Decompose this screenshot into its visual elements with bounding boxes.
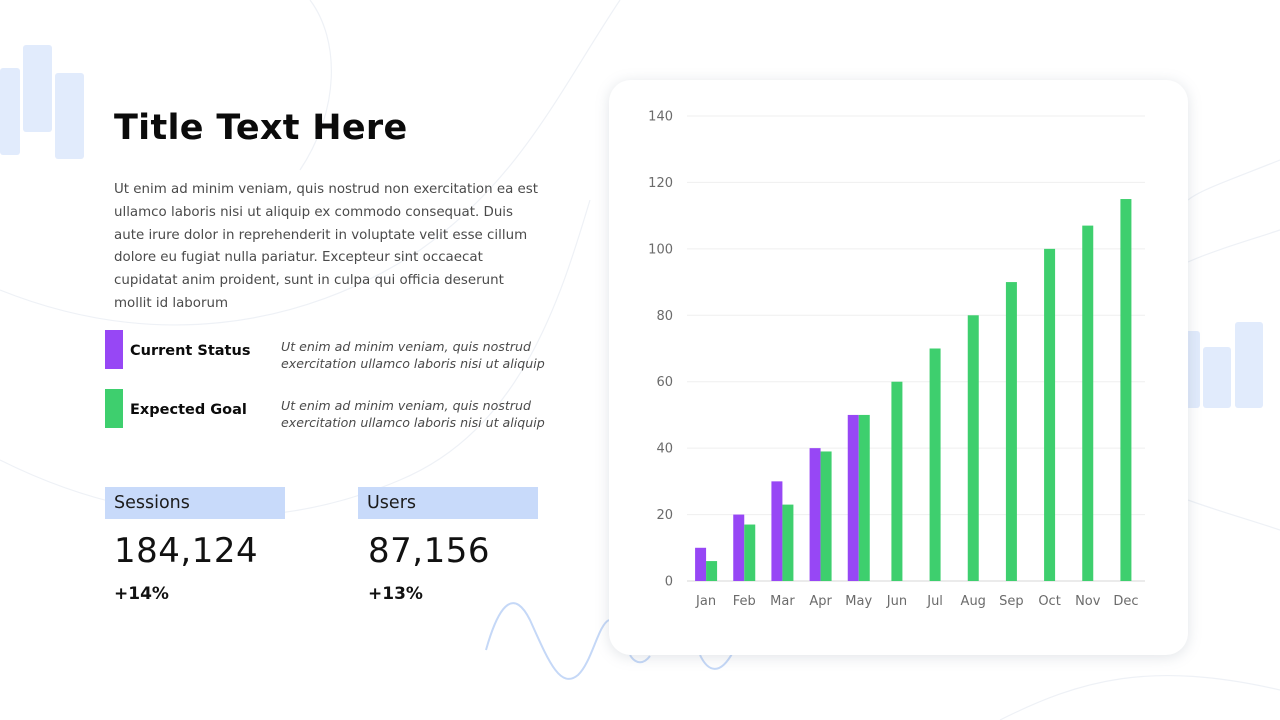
legend-description-expected-goal: Ut enim ad minim veniam, quis nostrud ex… — [281, 398, 545, 430]
x-tick-label: Dec — [1113, 594, 1138, 609]
y-tick-label: 120 — [648, 176, 673, 191]
decor-block — [1235, 322, 1263, 408]
sessions-label: Sessions — [105, 487, 285, 519]
bar-chart: 0 20 40 60 80 100 120 140 Jan Feb Mar Apr May Jun Jul A… — [648, 110, 1145, 609]
bar-expected-goal — [1082, 225, 1094, 581]
y-tick-label: 0 — [665, 575, 673, 590]
body-paragraph: Ut enim ad minim veniam, quis nostrud no… — [114, 182, 539, 311]
legend-swatch-expected-goal — [105, 389, 123, 428]
x-tick-label: Apr — [809, 594, 832, 609]
x-tick-label: Nov — [1075, 594, 1101, 609]
bar-expected-goal — [929, 348, 941, 581]
bar-expected-goal — [858, 414, 870, 581]
users-value: 87,156 — [368, 531, 490, 571]
x-tick-label: Jun — [886, 594, 907, 609]
decor-block — [0, 68, 20, 155]
legend-label-current-status: Current Status — [130, 343, 251, 359]
page-title: Title Text Here — [114, 108, 408, 148]
users-label: Users — [358, 487, 538, 519]
legend-description-current-status: Ut enim ad minim veniam, quis nostrud ex… — [281, 339, 545, 371]
decor-block — [1203, 347, 1231, 408]
y-tick-label: 40 — [656, 442, 673, 457]
y-tick-label: 140 — [648, 110, 673, 125]
decor-block — [55, 73, 84, 159]
bar-expected-goal — [706, 561, 718, 581]
bar-expected-goal — [1044, 248, 1056, 581]
bar-current-status — [771, 481, 783, 581]
bar-expected-goal — [744, 524, 756, 581]
y-tick-label: 20 — [656, 508, 673, 523]
bar-expected-goal — [1005, 282, 1017, 581]
x-tick-label: Aug — [961, 594, 986, 609]
chart-card: 0 20 40 60 80 100 120 140 Jan Feb Mar Apr May Jun Jul A… — [609, 80, 1188, 655]
x-tick-label: Jul — [926, 594, 943, 609]
x-tick-label: Oct — [1038, 594, 1060, 609]
x-tick-label: Jan — [695, 594, 716, 609]
users-change: +13% — [368, 584, 423, 604]
y-tick-label: 100 — [648, 242, 673, 257]
bar-expected-goal — [891, 381, 903, 581]
legend-label-expected-goal: Expected Goal — [130, 402, 247, 418]
y-tick-label: 60 — [656, 375, 673, 390]
sessions-value: 184,124 — [114, 531, 259, 571]
x-tick-label: May — [845, 594, 872, 609]
bar-current-status — [733, 514, 745, 581]
bar-current-status — [847, 414, 859, 581]
bar-expected-goal — [820, 451, 832, 581]
legend-swatch-current-status — [105, 330, 123, 369]
bar-current-status — [809, 448, 821, 581]
bar-expected-goal — [1120, 199, 1132, 581]
bar-expected-goal — [782, 504, 794, 581]
x-tick-label: Feb — [733, 594, 756, 609]
x-tick-label: Mar — [770, 594, 795, 609]
y-tick-label: 80 — [656, 309, 673, 324]
decor-block — [23, 45, 52, 132]
bar-expected-goal — [967, 315, 979, 581]
sessions-change: +14% — [114, 584, 169, 604]
bar-current-status — [695, 547, 707, 581]
x-tick-label: Sep — [999, 594, 1024, 609]
